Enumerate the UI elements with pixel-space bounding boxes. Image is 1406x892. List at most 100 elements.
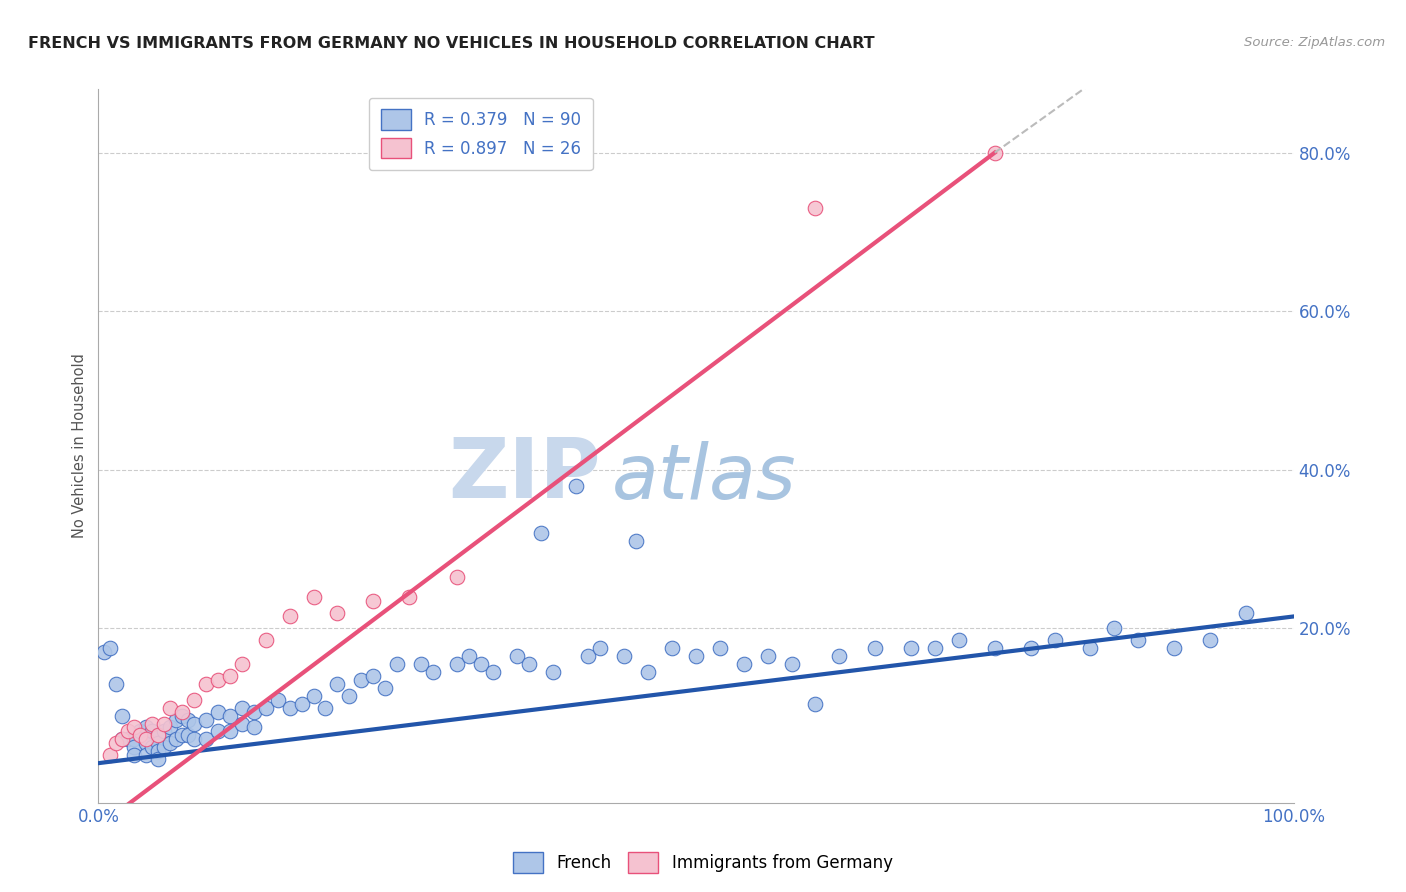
Point <box>613 649 636 664</box>
Point <box>685 649 707 664</box>
Point <box>117 724 139 739</box>
Y-axis label: No Vehicles in Household: No Vehicles in Household <box>72 353 87 539</box>
Point <box>984 641 1007 656</box>
Point <box>105 736 128 750</box>
Point <box>398 590 420 604</box>
Point <box>177 713 200 727</box>
Point <box>243 721 266 735</box>
Point <box>626 534 648 549</box>
Point <box>195 713 218 727</box>
Point <box>339 689 361 703</box>
Point <box>159 721 181 735</box>
Point <box>124 740 146 755</box>
Point <box>129 724 152 739</box>
Point <box>661 641 683 656</box>
Point <box>165 732 187 747</box>
Point <box>804 697 827 711</box>
Point <box>98 641 122 656</box>
Point <box>172 728 194 742</box>
Point <box>948 633 970 648</box>
Point <box>148 744 170 758</box>
Legend: French, Immigrants from Germany: French, Immigrants from Germany <box>506 846 900 880</box>
Point <box>865 641 887 656</box>
Point <box>1080 641 1102 656</box>
Point <box>350 673 373 687</box>
Point <box>458 649 481 664</box>
Legend: R = 0.379   N = 90, R = 0.897   N = 26: R = 0.379 N = 90, R = 0.897 N = 26 <box>368 97 593 169</box>
Text: FRENCH VS IMMIGRANTS FROM GERMANY NO VEHICLES IN HOUSEHOLD CORRELATION CHART: FRENCH VS IMMIGRANTS FROM GERMANY NO VEH… <box>28 36 875 51</box>
Point <box>153 740 176 755</box>
Point <box>153 724 176 739</box>
Point <box>172 708 194 723</box>
Point <box>165 713 187 727</box>
Point <box>565 478 588 492</box>
Point <box>446 570 468 584</box>
Text: Source: ZipAtlas.com: Source: ZipAtlas.com <box>1244 36 1385 49</box>
Point <box>183 716 205 731</box>
Point <box>183 692 205 706</box>
Point <box>326 606 349 620</box>
Point <box>195 732 218 747</box>
Point <box>411 657 433 671</box>
Point <box>506 649 529 664</box>
Point <box>148 728 170 742</box>
Text: ZIP: ZIP <box>449 434 600 515</box>
Point <box>984 145 1007 160</box>
Point <box>541 665 564 679</box>
Point <box>1043 633 1066 648</box>
Point <box>219 724 242 739</box>
Point <box>135 721 157 735</box>
Point <box>1199 633 1222 648</box>
Text: atlas: atlas <box>613 442 797 515</box>
Point <box>105 677 128 691</box>
Point <box>195 677 218 691</box>
Point <box>363 593 385 607</box>
Point <box>363 669 385 683</box>
Point <box>98 748 122 763</box>
Point <box>278 700 301 714</box>
Point <box>254 633 277 648</box>
Point <box>177 728 200 742</box>
Point <box>111 732 134 747</box>
Point <box>924 641 946 656</box>
Point <box>207 705 229 719</box>
Point <box>231 657 253 671</box>
Point <box>1234 606 1257 620</box>
Point <box>141 716 163 731</box>
Point <box>422 665 444 679</box>
Point <box>278 609 301 624</box>
Point <box>315 700 337 714</box>
Point <box>578 649 600 664</box>
Point <box>111 732 134 747</box>
Point <box>219 708 242 723</box>
Point <box>470 657 492 671</box>
Point <box>93 645 115 659</box>
Point <box>530 526 553 541</box>
Point <box>780 657 803 671</box>
Point <box>148 728 170 742</box>
Point <box>828 649 851 664</box>
Point <box>804 201 827 215</box>
Point <box>153 716 176 731</box>
Point <box>129 728 152 742</box>
Point <box>219 669 242 683</box>
Point <box>1019 641 1042 656</box>
Point <box>385 657 409 671</box>
Point <box>141 740 163 755</box>
Point <box>135 748 157 763</box>
Point <box>302 689 325 703</box>
Point <box>124 748 146 763</box>
Point <box>1163 641 1185 656</box>
Point <box>517 657 540 671</box>
Point <box>254 700 277 714</box>
Point <box>207 673 229 687</box>
Point <box>756 649 779 664</box>
Point <box>117 732 139 747</box>
Point <box>1104 621 1126 635</box>
Point <box>183 732 205 747</box>
Point <box>291 697 314 711</box>
Point <box>159 736 181 750</box>
Point <box>481 665 505 679</box>
Point <box>111 708 134 723</box>
Point <box>446 657 468 671</box>
